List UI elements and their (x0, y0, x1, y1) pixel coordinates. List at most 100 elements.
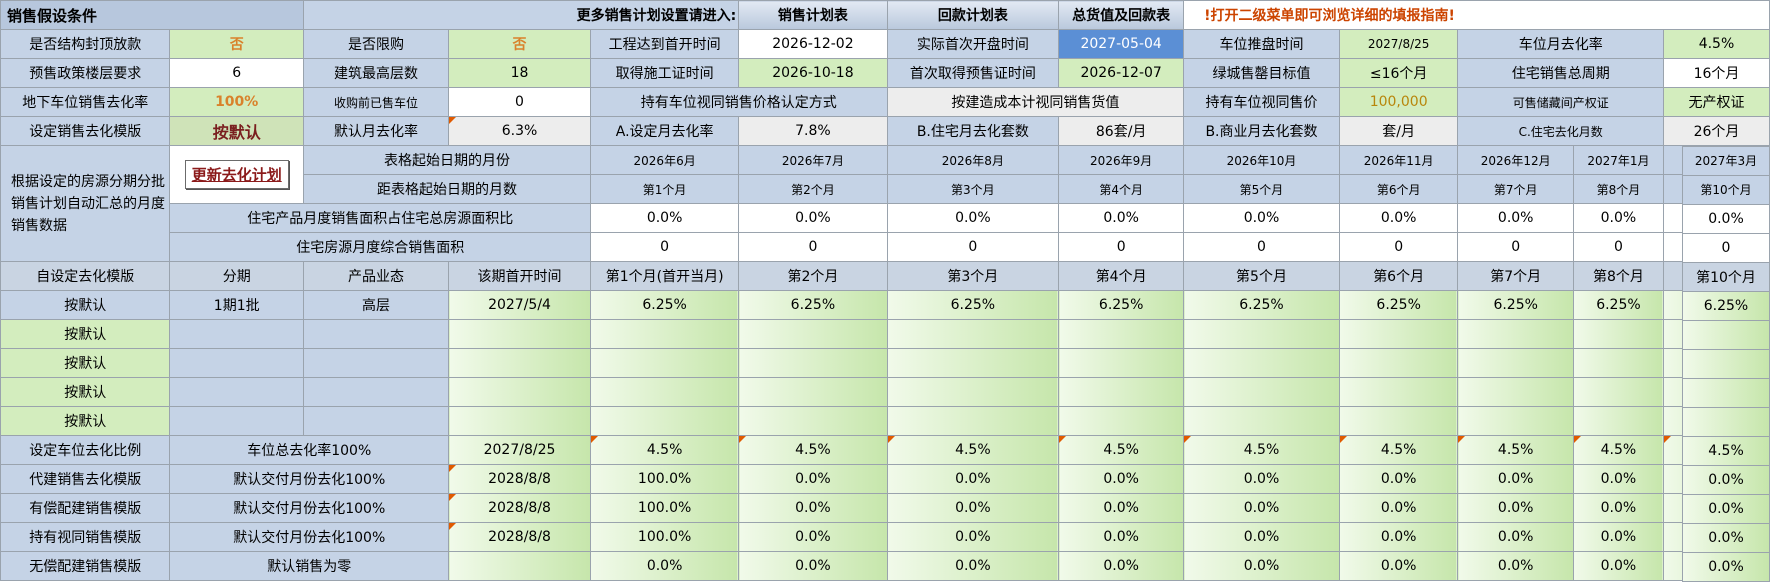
template-val[interactable] (1457, 319, 1574, 349)
bottom-val[interactable]: 0.0% (1338, 493, 1459, 523)
template-type[interactable] (302, 319, 450, 349)
value-construction-permit[interactable]: 2026-10-18 (738, 58, 888, 88)
bottom-val[interactable]: 4.5% (589, 435, 740, 465)
bottom-val[interactable]: 0.0% (886, 522, 1060, 552)
template-phase[interactable] (169, 377, 304, 407)
template-type[interactable] (302, 348, 450, 378)
month-10-cell[interactable] (1682, 406, 1770, 437)
tab-payment-plan[interactable]: 回款计划表 (886, 0, 1060, 30)
template-type[interactable] (302, 406, 450, 436)
bottom-val[interactable]: 4.5% (1183, 435, 1340, 465)
template-val[interactable] (1338, 377, 1459, 407)
template-open[interactable] (448, 377, 591, 407)
value-sellout-target[interactable]: ≤16个月 (1338, 58, 1459, 88)
template-val[interactable] (1058, 406, 1185, 436)
bottom-val[interactable]: 0.0% (1338, 551, 1459, 581)
value-a-monthly-rate[interactable]: 7.8% (738, 116, 888, 146)
template-val[interactable]: 6.25% (1183, 290, 1340, 320)
value-presale-floor-req[interactable]: 6 (169, 58, 304, 88)
template-val[interactable]: 6.25% (886, 290, 1060, 320)
value-purchase-limit[interactable]: 否 (448, 29, 591, 59)
bottom-val[interactable]: 100.0% (589, 493, 740, 523)
bottom-val[interactable]: 0.0% (1572, 464, 1664, 494)
bottom-val[interactable]: 100.0% (589, 522, 740, 552)
template-val[interactable] (1572, 406, 1664, 436)
bottom-val[interactable]: 4.5% (1572, 435, 1664, 465)
bottom-date[interactable]: 2028/8/8 (448, 493, 591, 523)
month-10-cell[interactable] (1682, 348, 1770, 379)
template-val[interactable] (738, 348, 888, 378)
value-held-parking-price[interactable]: 100,000 (1338, 87, 1459, 117)
template-val[interactable] (1183, 406, 1340, 436)
bottom-val[interactable]: 0.0% (1058, 551, 1185, 581)
value-presold-parking[interactable]: 0 (448, 87, 591, 117)
template-val[interactable] (886, 377, 1060, 407)
bottom-val[interactable]: 0.0% (1183, 464, 1340, 494)
tab-total-value[interactable]: 总货值及回款表 (1058, 0, 1185, 30)
template-val[interactable] (886, 406, 1060, 436)
bottom-val[interactable]: 0.0% (738, 522, 888, 552)
template-val[interactable] (738, 319, 888, 349)
bottom-val[interactable]: 0.0% (886, 551, 1060, 581)
template-val[interactable] (1572, 377, 1664, 407)
month-10-cell[interactable] (1682, 377, 1770, 408)
bottom-date[interactable] (448, 551, 591, 581)
bottom-val[interactable]: 0.0% (738, 551, 888, 581)
value-held-parking-method[interactable]: 按建造成本计视同销售货值 (886, 87, 1185, 117)
template-val[interactable] (1572, 348, 1664, 378)
month-10-cell[interactable]: 6.25% (1682, 290, 1770, 321)
bottom-val[interactable]: 0.0% (1457, 493, 1574, 523)
bottom-val[interactable]: 4.5% (1058, 435, 1185, 465)
bottom-val[interactable]: 0.0% (1457, 551, 1574, 581)
template-mode[interactable]: 按默认 (0, 377, 171, 407)
month-10-cell[interactable]: 0.0% (1682, 464, 1770, 495)
bottom-val[interactable]: 0.0% (1338, 522, 1459, 552)
template-phase[interactable] (169, 348, 304, 378)
bottom-val[interactable]: 4.5% (1457, 435, 1574, 465)
template-val[interactable] (1183, 377, 1340, 407)
template-val[interactable] (1183, 348, 1340, 378)
template-val[interactable]: 6.25% (1457, 290, 1574, 320)
template-val[interactable] (1572, 319, 1664, 349)
bottom-val[interactable]: 0.0% (1183, 551, 1340, 581)
value-structure-cap[interactable]: 否 (169, 29, 304, 59)
template-val[interactable]: 6.25% (1058, 290, 1185, 320)
value-first-presale-permit[interactable]: 2026-12-07 (1058, 58, 1185, 88)
template-mode[interactable]: 按默认 (0, 406, 171, 436)
template-mode[interactable]: 按默认 (0, 319, 171, 349)
template-open[interactable]: 2027/5/4 (448, 290, 591, 320)
template-type[interactable] (302, 377, 450, 407)
update-plan-button[interactable]: 更新去化计划 (184, 160, 289, 189)
template-val[interactable] (1338, 348, 1459, 378)
bottom-val[interactable]: 0.0% (1183, 522, 1340, 552)
template-open[interactable] (448, 319, 591, 349)
template-val[interactable] (1058, 319, 1185, 349)
month-10-cell[interactable]: 4.5% (1682, 435, 1770, 466)
template-val[interactable] (1457, 348, 1574, 378)
month-10-cell[interactable]: 0.0% (1682, 522, 1770, 553)
bottom-date[interactable]: 2028/8/8 (448, 522, 591, 552)
bottom-date[interactable]: 2028/8/8 (448, 464, 591, 494)
template-phase[interactable] (169, 406, 304, 436)
value-b-residential-units[interactable]: 86套/月 (1058, 116, 1185, 146)
bottom-val[interactable]: 0.0% (886, 464, 1060, 494)
tab-sales-plan[interactable]: 销售计划表 (738, 0, 888, 30)
bottom-val[interactable]: 4.5% (1338, 435, 1459, 465)
month-10-cell[interactable]: 0.0% (1682, 551, 1770, 582)
bottom-val[interactable]: 0.0% (1058, 493, 1185, 523)
template-val[interactable] (886, 319, 1060, 349)
template-open[interactable] (448, 406, 591, 436)
bottom-val[interactable]: 0.0% (1058, 522, 1185, 552)
template-val[interactable]: 6.25% (589, 290, 740, 320)
bottom-val[interactable]: 0.0% (1457, 464, 1574, 494)
value-max-floors[interactable]: 18 (448, 58, 591, 88)
bottom-val[interactable]: 4.5% (738, 435, 888, 465)
template-val[interactable] (589, 348, 740, 378)
template-phase[interactable] (169, 319, 304, 349)
bottom-val[interactable]: 0.0% (1572, 551, 1664, 581)
template-val[interactable] (738, 377, 888, 407)
month-10-cell[interactable] (1682, 319, 1770, 350)
bottom-val[interactable]: 0.0% (886, 493, 1060, 523)
template-val[interactable] (1338, 406, 1459, 436)
month-10-cell[interactable]: 0.0% (1682, 493, 1770, 524)
